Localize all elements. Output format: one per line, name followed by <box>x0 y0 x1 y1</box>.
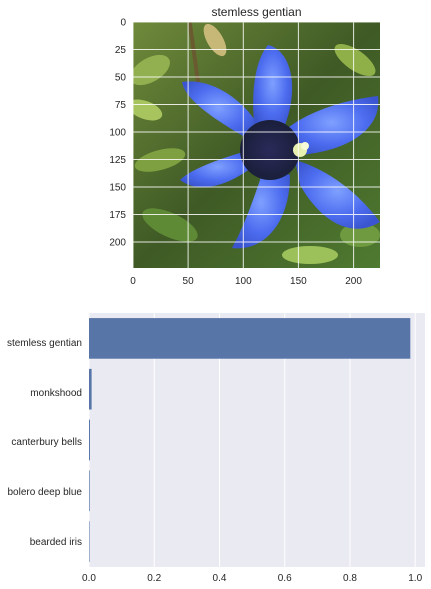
image-grid <box>132 21 380 268</box>
bar-x-tick: 0.6 <box>278 573 292 584</box>
bar-x-tick: 0.8 <box>343 573 357 584</box>
image-x-tick: 0 <box>130 276 136 287</box>
category-label: bolero deep blue <box>7 487 82 498</box>
bar-bearded-iris <box>89 521 90 562</box>
image-y-tick: 125 <box>109 155 126 166</box>
image-y-tick: 0 <box>120 18 126 29</box>
image-x-tick: 100 <box>235 276 252 287</box>
bar-monkshood <box>89 368 92 410</box>
image-y-tick: 75 <box>115 100 127 111</box>
bar-x-tick: 0.0 <box>82 573 96 584</box>
image-y-tick: 200 <box>109 238 126 249</box>
image-x-tick: 50 <box>183 276 195 287</box>
image-y-tick: 175 <box>109 210 126 221</box>
bar-canterbury-bells <box>89 419 90 461</box>
image-y-tick: 100 <box>109 128 126 139</box>
bar-x-tick: 0.4 <box>213 573 227 584</box>
image-y-tick: 25 <box>115 45 127 56</box>
bar-x-tick: 0.2 <box>147 573 161 584</box>
image-title: stemless gentian <box>211 5 301 19</box>
bar-bolero-deep-blue <box>89 470 90 512</box>
image-x-ticks: 0 50 100 150 200 <box>130 276 362 287</box>
bars <box>89 318 411 562</box>
image-x-tick: 200 <box>345 276 362 287</box>
category-label: monkshood <box>30 388 82 399</box>
category-label: bearded iris <box>30 537 82 548</box>
image-y-ticks: 0 25 50 75 100 125 150 175 200 <box>109 18 126 249</box>
image-x-tick: 150 <box>290 276 307 287</box>
image-y-tick: 50 <box>115 73 127 84</box>
image-y-tick: 150 <box>109 183 126 194</box>
bar-x-ticks: 0.0 0.2 0.4 0.6 0.8 1.0 <box>82 573 423 584</box>
bar-category-labels: stemless gentian monkshood canterbury be… <box>7 338 82 548</box>
flower-photo <box>133 22 380 268</box>
bar-x-tick: 1.0 <box>408 573 422 584</box>
category-label: stemless gentian <box>7 338 82 349</box>
bar-stemless-gentian <box>89 318 411 359</box>
category-label: canterbury bells <box>11 437 82 448</box>
